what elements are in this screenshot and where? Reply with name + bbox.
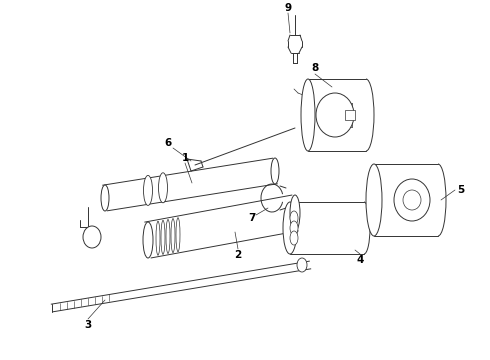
Text: 3: 3 (84, 320, 92, 330)
Ellipse shape (394, 179, 430, 221)
Ellipse shape (143, 222, 153, 258)
Text: 6: 6 (164, 138, 171, 148)
Text: 1: 1 (181, 153, 189, 163)
Text: 8: 8 (311, 63, 318, 73)
Ellipse shape (83, 226, 101, 248)
Ellipse shape (144, 175, 152, 206)
Ellipse shape (171, 219, 175, 253)
Ellipse shape (101, 185, 109, 211)
Text: 4: 4 (356, 255, 364, 265)
Ellipse shape (301, 79, 315, 151)
Ellipse shape (366, 164, 382, 236)
Ellipse shape (290, 221, 298, 235)
Ellipse shape (283, 202, 297, 254)
Text: 9: 9 (284, 3, 292, 13)
Text: 5: 5 (457, 185, 465, 195)
Ellipse shape (290, 195, 300, 231)
Ellipse shape (290, 211, 298, 225)
Ellipse shape (156, 221, 160, 255)
Bar (345, 110, 355, 120)
Ellipse shape (158, 173, 168, 203)
Ellipse shape (316, 93, 354, 137)
Ellipse shape (166, 220, 170, 253)
Ellipse shape (271, 158, 279, 184)
Ellipse shape (290, 231, 298, 245)
Ellipse shape (161, 220, 165, 255)
Ellipse shape (297, 258, 307, 272)
Ellipse shape (176, 218, 180, 252)
Text: 7: 7 (248, 213, 256, 223)
Text: 2: 2 (234, 250, 242, 260)
